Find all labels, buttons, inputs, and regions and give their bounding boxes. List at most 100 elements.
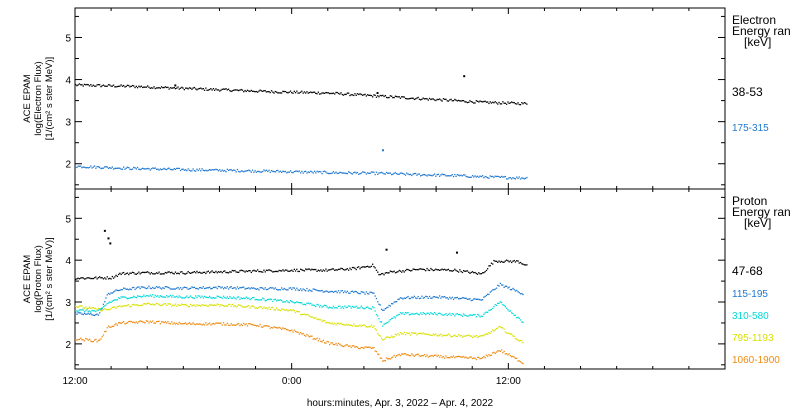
data-point [244, 271, 246, 273]
data-point [459, 269, 461, 271]
data-point [291, 171, 293, 174]
data-point [195, 170, 197, 172]
data-point [436, 334, 438, 337]
data-point [91, 309, 93, 312]
data-point [484, 175, 486, 178]
data-point [378, 172, 380, 174]
data-point [447, 100, 450, 102]
data-point [345, 291, 347, 294]
data-point [331, 322, 333, 324]
data-point [408, 354, 410, 357]
data-point [444, 174, 446, 176]
data-point [262, 287, 264, 289]
data-point [217, 303, 220, 306]
data-point [469, 356, 471, 358]
data-point [364, 266, 366, 268]
data-point [257, 299, 259, 301]
data-point [164, 286, 166, 288]
data-point [446, 175, 448, 177]
data-point [455, 313, 457, 315]
data-point [334, 269, 336, 271]
data-point [188, 169, 191, 171]
data-point [351, 266, 354, 269]
data-point [110, 308, 112, 310]
data-point [420, 312, 422, 314]
data-point [158, 271, 160, 273]
data-point [90, 313, 92, 315]
data-point [420, 268, 422, 270]
data-point [123, 271, 125, 274]
data-point [417, 173, 419, 175]
data-point [427, 174, 429, 176]
data-point [301, 170, 303, 172]
data-point [216, 322, 218, 324]
data-point [216, 303, 218, 305]
data-point [81, 167, 83, 169]
data-point [298, 311, 300, 313]
data-point [95, 314, 97, 316]
data-point [427, 312, 429, 314]
data-point [385, 357, 388, 359]
data-point [306, 91, 308, 93]
data-point [203, 295, 206, 298]
data-point [305, 304, 307, 306]
data-point [245, 287, 247, 290]
data-point [154, 87, 156, 90]
data-point [105, 330, 107, 332]
data-point [159, 304, 161, 307]
data-point [469, 100, 471, 102]
data-point [273, 271, 275, 273]
data-point [82, 307, 84, 309]
data-point [298, 170, 300, 172]
data-point [388, 96, 390, 99]
x-tick-label: 12:00 [496, 376, 521, 387]
data-point [192, 286, 194, 289]
data-point [401, 333, 403, 335]
data-point [172, 294, 174, 297]
data-point [394, 172, 397, 174]
data-point [478, 314, 480, 316]
data-point [272, 170, 274, 173]
data-point [160, 288, 163, 290]
data-point [101, 167, 103, 169]
data-point [188, 288, 191, 290]
data-point [504, 260, 506, 262]
data-point [502, 352, 504, 354]
data-point [276, 307, 278, 309]
data-point [263, 306, 265, 308]
data-point [97, 309, 100, 311]
data-point [517, 339, 519, 341]
data-point [106, 309, 108, 311]
data-point [506, 307, 508, 309]
data-point [112, 299, 115, 301]
data-point [474, 271, 476, 274]
data-point [388, 336, 390, 339]
data-point [388, 304, 390, 307]
data-point [220, 89, 222, 91]
data-point [234, 305, 236, 307]
data-point [331, 290, 333, 293]
data-point [144, 295, 146, 298]
data-point [272, 287, 274, 289]
data-point [270, 170, 273, 172]
data-point [82, 277, 84, 279]
data-point [262, 90, 264, 92]
data-point [383, 360, 385, 362]
data-point [273, 170, 275, 173]
data-point [329, 92, 331, 95]
data-point [163, 296, 165, 298]
data-point-outlier [107, 237, 110, 240]
data-point [484, 357, 486, 359]
data-point [494, 260, 496, 262]
data-point [315, 289, 317, 291]
data-point [432, 355, 434, 357]
data-point [248, 270, 250, 272]
data-point [273, 288, 275, 290]
data-point [494, 288, 496, 290]
data-point [341, 93, 343, 96]
data-point [265, 325, 268, 327]
data-point [272, 300, 274, 303]
data-point [522, 177, 524, 179]
data-point [466, 176, 469, 178]
data-point [268, 325, 270, 327]
